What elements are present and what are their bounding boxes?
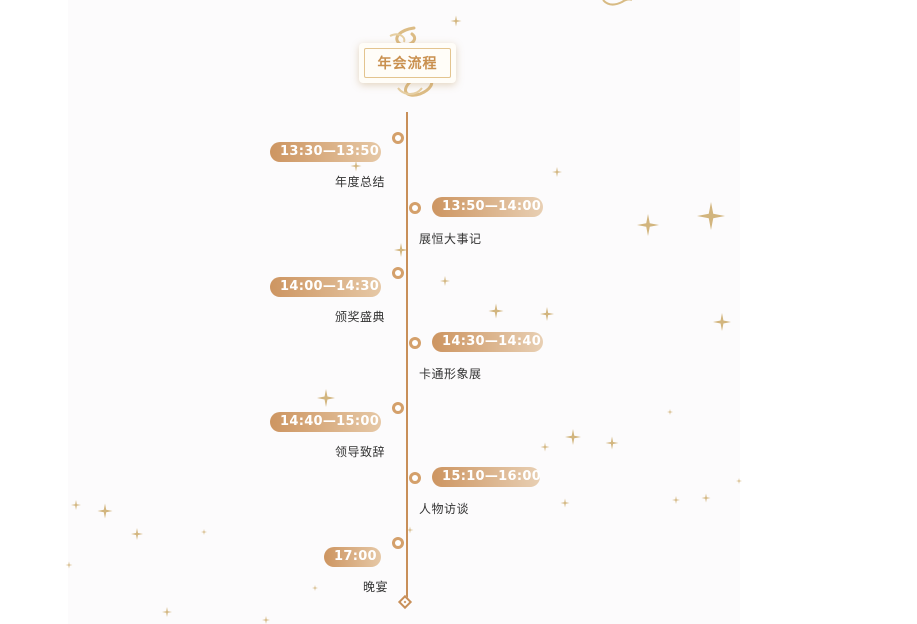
timeline-dot [409,472,421,484]
event-name: 年度总结 [335,175,386,189]
timeline-dot [392,402,404,414]
event-name: 颁奖盛典 [335,310,386,324]
event-time-pill: 14:40—15:00 [270,412,381,432]
timeline-axis [406,112,408,602]
page-title: 年会流程 [364,48,451,78]
event-name: 人物访谈 [419,502,470,516]
event-time-pill: 14:00—14:30 [270,277,381,297]
event-time-pill: 13:50—14:00 [432,197,543,217]
event-time-pill: 14:30—14:40 [432,332,543,352]
event-name: 卡通形象展 [419,367,482,381]
page-background [68,0,740,624]
timeline-dot [392,132,404,144]
title-badge: 年会流程 [359,43,456,83]
event-name: 展恒大事记 [419,232,482,246]
timeline-dot [409,337,421,349]
timeline-dot [392,267,404,279]
event-name: 领导致辞 [335,445,386,459]
event-time-pill: 13:30—13:50 [270,142,381,162]
event-time-pill: 17:00 [324,547,381,567]
event-name: 晚宴 [363,580,389,594]
event-time-pill: 15:10—16:00 [432,467,541,487]
timeline-dot [392,537,404,549]
timeline-dot [409,202,421,214]
